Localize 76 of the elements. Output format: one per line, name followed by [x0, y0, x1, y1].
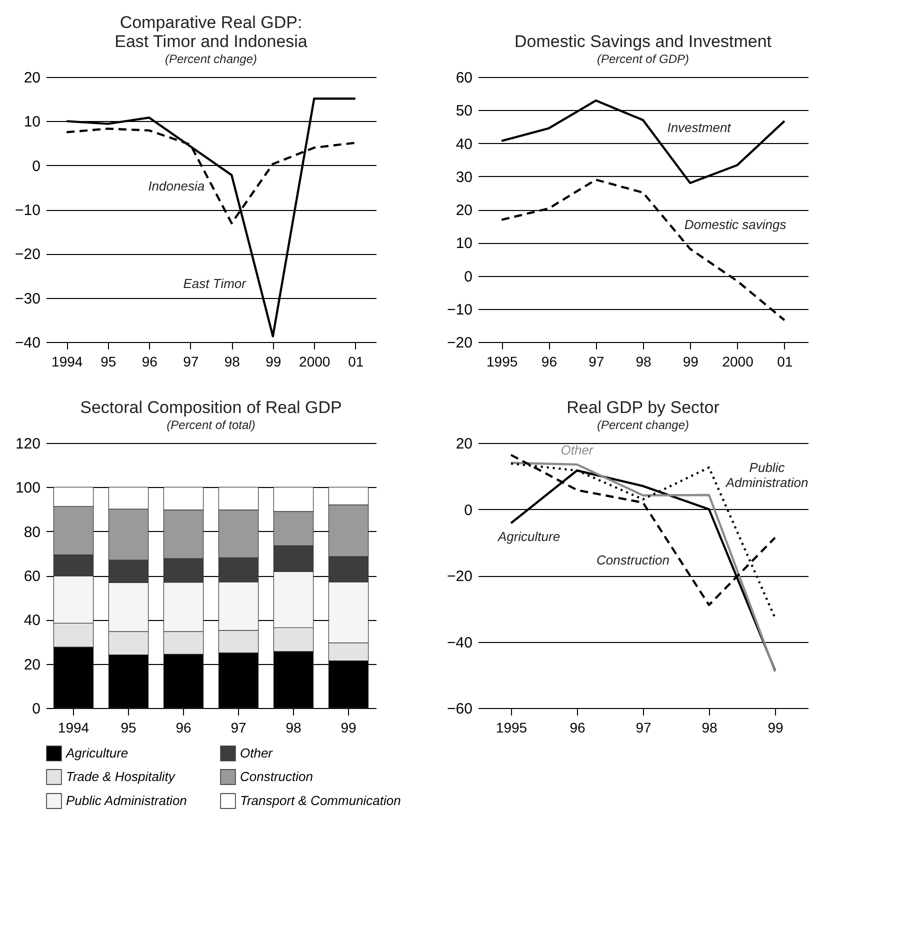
y-tick-label: 40: [24, 612, 40, 630]
chart-title: Real GDP by Sector: [566, 398, 720, 417]
x-tick-label: 98: [702, 720, 718, 736]
y-tick-label: 120: [15, 436, 40, 452]
x-tick-label: 96: [541, 354, 558, 370]
series-label: Construction: [596, 552, 670, 568]
x-tick-label: 99: [682, 354, 699, 370]
y-tick-label: 20: [456, 436, 472, 452]
y-tick-label: 20: [456, 202, 472, 219]
chart-title: Comparative Real GDP: East Timor and Indonesia: [114, 13, 308, 51]
y-tick-label: 50: [456, 102, 472, 120]
y-tick-label: 0: [464, 502, 472, 519]
y-tick-label: 0: [32, 700, 40, 718]
x-tick-label: 2000: [299, 354, 330, 370]
x-tick-label: 96: [142, 354, 158, 370]
chart-title: Sectoral Composition of Real GDP: [80, 398, 342, 417]
y-tick-label: 0: [464, 268, 472, 286]
chart-subtitle: (Percent of GDP): [596, 52, 690, 66]
y-tick-label: −10: [15, 202, 40, 219]
legend-label: Trade & Hospitality: [66, 769, 176, 784]
y-tick-label: −40: [15, 334, 40, 352]
y-tick-label: −40: [447, 634, 472, 652]
series-label: Investment: [667, 120, 732, 136]
x-tick-label: 97: [183, 354, 199, 370]
chart-subtitle: (Percent change): [596, 418, 690, 432]
y-tick-label: 60: [24, 568, 40, 585]
x-tick-label: 98: [286, 720, 302, 736]
series-label: East Timor: [183, 276, 247, 292]
x-tick-label: 1994: [58, 720, 90, 736]
y-tick-label: 30: [456, 168, 472, 186]
y-tick-label: −60: [447, 700, 472, 718]
y-tick-label: 10: [456, 235, 472, 252]
series-label: Agriculture: [496, 529, 560, 544]
x-tick-label: 2000: [722, 354, 754, 370]
legend-label: Transport & Communication: [240, 793, 401, 808]
y-tick-label: −20: [447, 568, 472, 585]
x-tick-label: 99: [768, 720, 784, 736]
legend-label: Public Administration: [66, 793, 187, 808]
chart-subtitle: (Percent of total): [166, 418, 256, 432]
y-tick-label: 0: [32, 158, 40, 175]
x-tick-label: 97: [636, 720, 652, 736]
x-tick-label: 97: [230, 720, 246, 736]
chart-subtitle: (Percent change): [164, 52, 258, 66]
legend-label: Construction: [240, 769, 313, 784]
x-tick-label: 1995: [486, 354, 518, 370]
y-tick-label: 100: [15, 480, 40, 497]
x-tick-label: 99: [266, 354, 282, 370]
x-tick-label: 95: [120, 720, 136, 736]
x-tick-label: 97: [588, 354, 604, 370]
legend-label: Other: [240, 745, 274, 760]
x-tick-label: 98: [636, 354, 652, 370]
y-tick-label: −30: [15, 290, 40, 308]
series-label: Other: [560, 442, 594, 458]
y-tick-label: 60: [456, 70, 472, 86]
y-tick-label: −10: [447, 301, 472, 318]
x-tick-label: 95: [100, 354, 116, 370]
y-tick-label: −20: [15, 246, 40, 264]
x-tick-label: 96: [176, 720, 192, 736]
y-tick-label: 10: [24, 114, 40, 131]
y-tick-label: 80: [24, 524, 40, 541]
series-label: Public Administration: [724, 460, 808, 490]
y-tick-label: 20: [24, 70, 40, 86]
chart-title: Domestic Savings and Investment: [514, 32, 772, 51]
x-tick-label: 1994: [52, 354, 83, 370]
y-tick-label: −20: [447, 334, 472, 352]
x-tick-label: 01: [777, 354, 793, 370]
series-label: Domestic savings: [684, 217, 787, 232]
x-tick-label: 01: [348, 354, 364, 370]
x-tick-label: 96: [570, 720, 586, 736]
legend-label: Agriculture: [65, 745, 128, 760]
y-tick-label: 20: [24, 656, 40, 674]
y-tick-label: 40: [456, 136, 472, 153]
x-tick-label: 1995: [496, 720, 528, 736]
series-label: Indonesia: [148, 178, 205, 194]
x-tick-label: 98: [224, 354, 240, 370]
x-tick-label: 99: [340, 720, 356, 736]
